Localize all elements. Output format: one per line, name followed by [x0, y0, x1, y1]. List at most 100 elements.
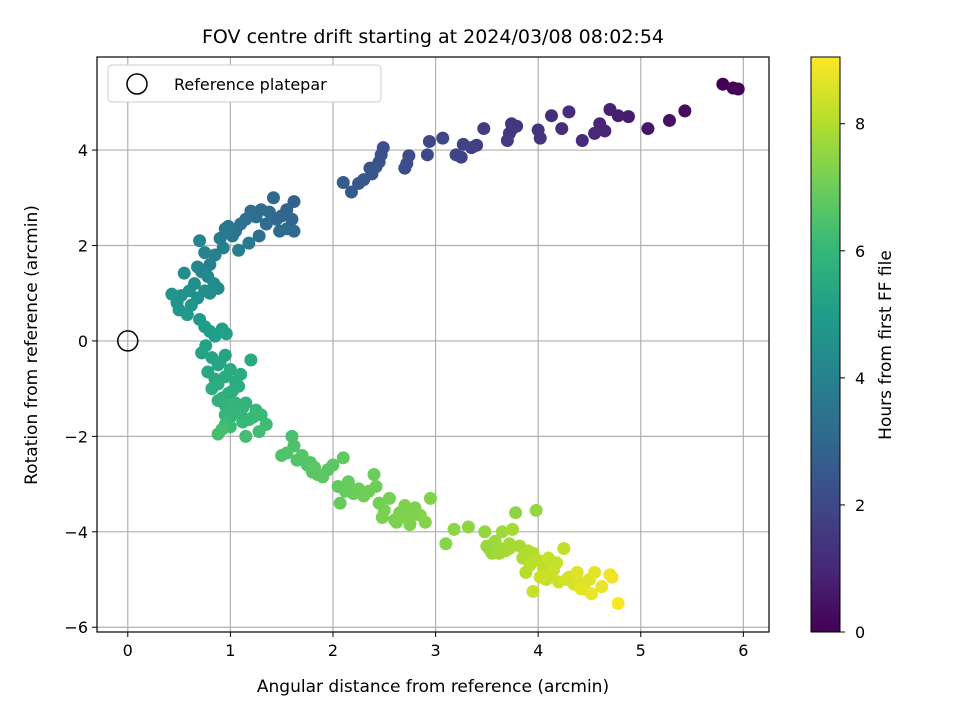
legend-marker-icon: [126, 73, 148, 95]
data-point: [375, 510, 389, 524]
x-tick-label: 5: [636, 641, 646, 660]
data-point: [326, 458, 340, 472]
colorbar-tick-label: 8: [855, 115, 865, 134]
x-axis-label: Angular distance from reference (arcmin): [257, 677, 609, 697]
data-point: [219, 327, 233, 341]
data-point: [234, 367, 248, 381]
data-point: [509, 506, 523, 520]
data-point: [195, 346, 209, 360]
data-point: [239, 429, 253, 443]
legend: Reference platepar: [107, 64, 382, 103]
y-tick-label: 4: [78, 141, 88, 160]
y-axis-label: Rotation from reference (arcmin): [22, 205, 42, 485]
legend-label: Reference platepar: [174, 75, 327, 94]
colorbar-label: Hours from first FF file: [876, 250, 896, 440]
data-point: [177, 266, 191, 280]
data-point: [533, 131, 547, 145]
data-point: [198, 246, 212, 260]
data-point: [621, 110, 635, 124]
data-point: [544, 109, 558, 123]
x-tick-label: 1: [225, 641, 235, 660]
data-point: [506, 522, 520, 536]
data-point: [456, 137, 470, 151]
data-point: [418, 515, 432, 529]
data-point: [477, 122, 491, 136]
data-point: [398, 499, 412, 513]
data-point: [662, 113, 676, 127]
data-point: [562, 105, 576, 119]
data-point: [678, 104, 692, 118]
y-tick-label: −6: [64, 618, 88, 637]
data-point: [603, 102, 617, 116]
data-point: [336, 451, 350, 465]
data-point: [275, 448, 289, 462]
data-point: [436, 131, 450, 145]
y-tick-label: 2: [78, 236, 88, 255]
x-axis-ticks: 0 1 2 3 4 5 6: [123, 632, 748, 660]
data-point: [390, 515, 404, 529]
data-point: [529, 503, 543, 517]
data-point: [218, 408, 232, 422]
data-point: [439, 537, 453, 551]
data-points: [165, 77, 745, 610]
data-point: [295, 448, 309, 462]
data-point: [382, 491, 396, 505]
data-point: [218, 222, 232, 236]
data-point: [193, 234, 207, 248]
data-point: [449, 148, 463, 162]
data-point: [502, 541, 516, 555]
data-point: [406, 508, 420, 522]
data-point: [447, 522, 461, 536]
data-point: [557, 541, 571, 555]
y-tick-label: 0: [78, 332, 88, 351]
data-point: [716, 77, 730, 91]
data-point: [422, 134, 436, 148]
data-point: [611, 596, 625, 610]
data-point: [593, 117, 607, 131]
data-point: [461, 520, 475, 534]
data-point: [492, 546, 506, 560]
data-point: [574, 582, 588, 596]
data-point: [731, 82, 745, 96]
data-point: [367, 468, 381, 482]
plot-frame: [96, 56, 770, 633]
data-point: [266, 191, 280, 205]
colorbar-tick-label: 6: [855, 242, 865, 261]
data-point: [287, 224, 301, 238]
data-point: [541, 551, 555, 565]
data-point: [560, 573, 574, 587]
colorbar-ticks: 0 2 4 6 8: [840, 115, 865, 642]
data-point: [285, 212, 299, 226]
data-point: [641, 122, 655, 136]
data-point: [218, 398, 232, 412]
chart-title: FOV centre drift starting at 2024/03/08 …: [202, 26, 664, 48]
data-point: [480, 539, 494, 553]
data-point: [400, 156, 414, 170]
data-point: [259, 217, 273, 231]
data-point: [234, 405, 248, 419]
colorbar: 0 2 4 6 8 Hours from first FF file: [810, 56, 896, 642]
data-point: [232, 379, 246, 393]
data-point: [478, 525, 492, 539]
data-point: [588, 126, 602, 140]
data-point: [208, 248, 222, 262]
data-point: [588, 565, 602, 579]
data-point: [570, 565, 584, 579]
data-point: [533, 570, 547, 584]
data-point: [605, 570, 619, 584]
data-point: [239, 396, 253, 410]
data-point: [165, 287, 179, 301]
x-tick-label: 4: [533, 641, 543, 660]
data-point: [273, 224, 287, 238]
y-tick-label: −2: [64, 427, 88, 446]
data-point: [246, 410, 260, 424]
legend-box: [107, 64, 382, 103]
data-point: [229, 396, 243, 410]
data-point: [526, 584, 540, 598]
x-tick-label: 2: [328, 641, 338, 660]
data-point: [504, 117, 518, 131]
data-point: [244, 353, 258, 367]
data-point: [369, 479, 383, 493]
data-point: [585, 587, 599, 601]
